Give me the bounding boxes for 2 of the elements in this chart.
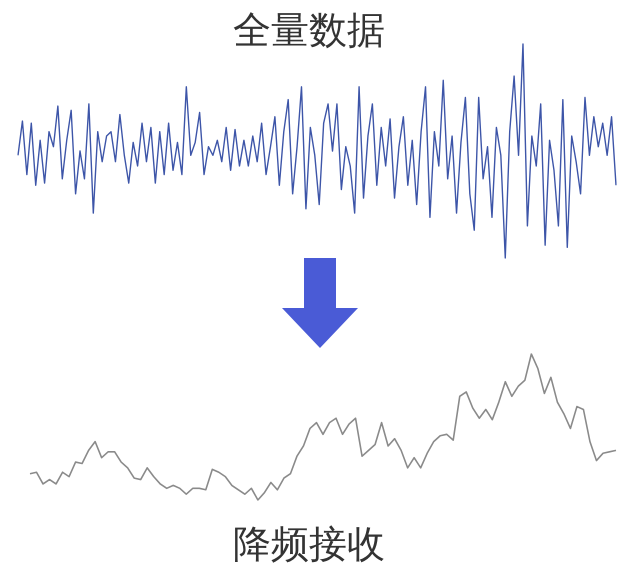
chart-title: 全量数据 <box>232 8 386 52</box>
text: 降频接收 <box>232 522 386 566</box>
